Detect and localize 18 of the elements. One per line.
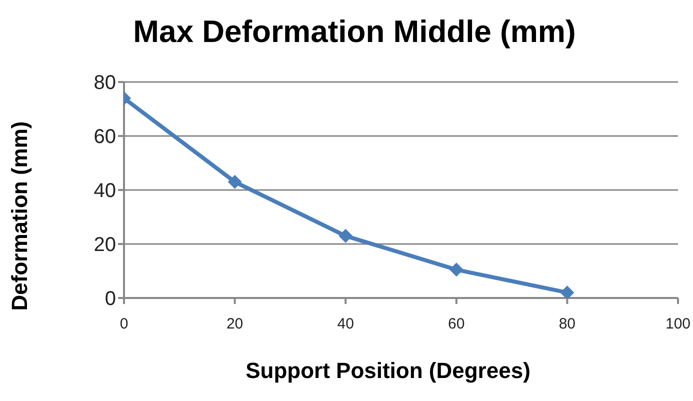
x-axis-title: Support Position (Degrees): [244, 358, 532, 384]
x-tick-label: 20: [226, 316, 244, 333]
y-axis-title: Deformation (mm): [7, 121, 33, 311]
x-tick-label: 80: [558, 316, 576, 333]
y-tick-label: 0: [104, 288, 116, 310]
y-tick-label: 60: [94, 126, 116, 148]
point: [560, 286, 574, 298]
point: [338, 228, 353, 243]
point: [228, 174, 242, 189]
point: [449, 262, 464, 277]
x-tick-label: 60: [448, 316, 465, 333]
x-tick-label: 40: [337, 316, 354, 333]
y-tick-label: 20: [94, 234, 116, 256]
x-tick-label: 100: [665, 316, 691, 333]
x-tick-label: 0: [120, 316, 128, 333]
chart-title: Max Deformation Middle (mm): [132, 14, 577, 50]
y-tick-label: 40: [94, 180, 116, 202]
y-tick-label: 80: [94, 72, 116, 94]
